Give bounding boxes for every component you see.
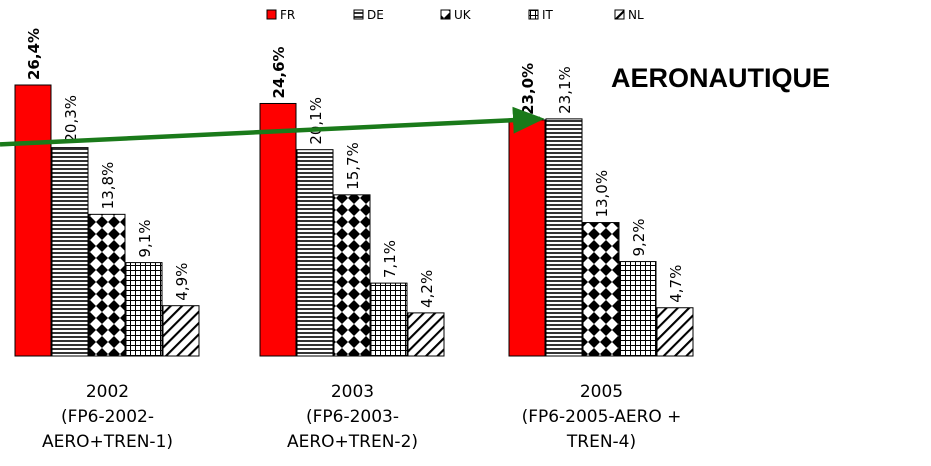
category-label-0-0: 2002 [86,382,129,402]
bars [14,84,694,357]
legend-label-de: DE [367,8,384,22]
bar-label-de-2: 23,1% [556,66,574,114]
bar-label-de-1: 20,1% [307,97,325,145]
category-labels: 2002 (FP6-2002- AERO+TREN-1) 2003 (FP6-2003-… [42,382,681,452]
bar-label-nl-1: 4,2% [418,270,436,308]
bar-label-fr-2: 23,0% [519,63,537,115]
bar-de-1 [296,149,334,357]
bar-fr-0 [14,84,52,357]
legend-swatch-it [528,9,539,20]
bar-label-fr-0: 26,4% [25,28,43,80]
bar-label-de-0: 20,3% [62,95,80,143]
bar-it-1 [370,282,408,357]
category-label-2-0: 2005 [580,382,623,402]
category-label-2-2: TREN-4) [566,432,636,452]
bar-de-2 [545,118,583,357]
bar-label-it-2: 9,2% [630,218,648,256]
legend-swatch-fr [266,9,277,20]
category-label-2-1: (FP6-2005-AERO + [522,407,682,427]
bar-label-uk-0: 13,8% [99,162,117,210]
bar-label-fr-1: 24,6% [270,46,288,98]
bar-fr-1 [259,102,297,357]
bar-nl-2 [656,307,694,357]
annotation [0,106,545,147]
bar-label-nl-2: 4,7% [667,265,685,303]
bar-uk-0 [88,213,126,357]
bar-de-0 [51,147,89,357]
bar-nl-1 [407,312,445,357]
bar-label-nl-0: 4,9% [173,263,191,301]
bar-labels: 26,4% 24,6% 23,0% 20,3% 20,1% 23,1% 13,8% 15,7%… [25,28,685,308]
category-label-0-2: AERO+TREN-1) [42,432,173,452]
legend-label-fr: FR [280,8,295,22]
category-label-1-1: (FP6-2003- [306,407,399,427]
trend-arrow [0,106,545,147]
chart-title: AERONAUTIQUE [611,63,830,93]
legend: FR DE UK IT NL [266,8,644,22]
legend-swatch-uk [440,9,451,20]
bar-nl-0 [162,305,200,357]
category-label-1-2: AERO+TREN-2) [287,432,418,452]
legend-swatch-nl [614,9,625,20]
bar-it-2 [619,261,657,357]
bar-uk-1 [333,194,371,357]
legend-label-it: IT [542,8,554,22]
bar-uk-2 [582,222,620,357]
bar-label-it-0: 9,1% [136,219,154,257]
legend-swatch-de [353,9,364,20]
category-label-0-1: (FP6-2002- [61,407,154,427]
bar-label-uk-2: 13,0% [593,170,611,218]
bar-label-uk-1: 15,7% [344,142,362,190]
legend-label-nl: NL [628,8,644,22]
bar-label-it-1: 7,1% [381,240,399,278]
bar-fr-2 [508,119,546,357]
legend-label-uk: UK [454,8,472,22]
bar-it-0 [125,262,163,357]
category-label-1-0: 2003 [331,382,374,402]
